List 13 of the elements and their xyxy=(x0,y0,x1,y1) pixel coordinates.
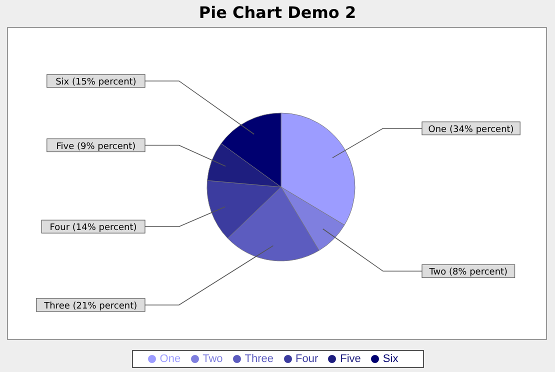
legend-label: Two xyxy=(202,353,223,365)
data-label: Five (9% percent) xyxy=(56,142,136,152)
chart-title: Pie Chart Demo 2 xyxy=(198,3,358,22)
data-label: One (34% percent) xyxy=(428,124,514,135)
data-label: Two (8% percent) xyxy=(428,268,508,278)
data-label: Three (21% percent) xyxy=(43,301,138,312)
legend-label: Six xyxy=(382,353,398,365)
legend-label: Five xyxy=(340,353,361,365)
legend-label: Three xyxy=(244,353,274,365)
legend-label: One xyxy=(160,353,181,365)
legend-label: Four xyxy=(296,353,318,365)
data-label: Six (15% percent) xyxy=(56,77,136,88)
data-label: Four (14% percent) xyxy=(50,223,137,234)
